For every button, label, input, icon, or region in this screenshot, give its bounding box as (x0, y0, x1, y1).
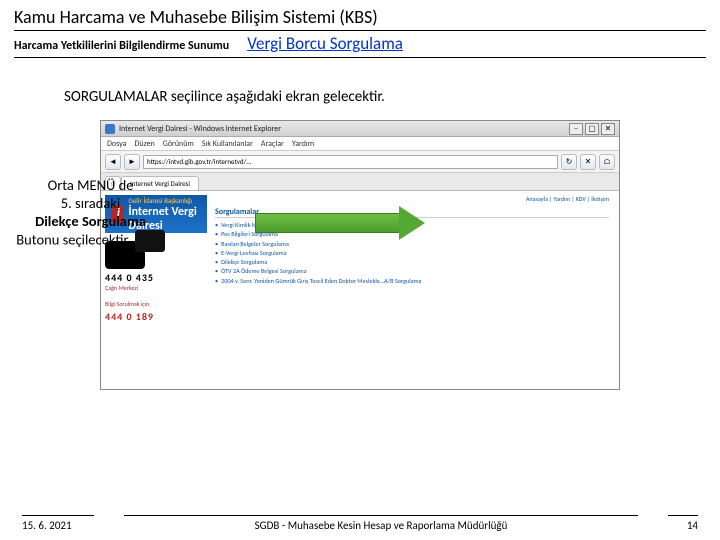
footer-page-number: 14 (668, 515, 698, 532)
footer-org: SGDB - Muhasebe Kesin Hesap ve Raporlama… (124, 515, 638, 532)
phone-caption: Bilgi Sorulmak için (105, 300, 207, 308)
footer-date: 15. 6. 2021 (22, 515, 94, 532)
slide-footer: 15. 6. 2021 SGDB - Muhasebe Kesin Hesap … (0, 515, 720, 532)
query-link-list: •Vergi Kimlik Numarası Sorgulama •Pos Bi… (215, 221, 609, 286)
browser-window: Internet Vergi Dairesi - Windows Interne… (100, 120, 620, 390)
list-item[interactable]: •Pos Bilgileri Sorgulama (215, 230, 609, 239)
forward-button[interactable]: ► (124, 154, 140, 170)
stop-button[interactable]: ✕ (580, 154, 596, 170)
browser-toolbar: ◄ ► https://intvd.gib.gov.tr/internetvd/… (101, 151, 619, 173)
topic-link: Vergi Borcu Sorgulama (247, 33, 403, 54)
home-button[interactable]: ⌂ (599, 154, 615, 170)
top-nav-links[interactable]: Anasayfa | Yardım | KDV | İletişim (215, 195, 609, 205)
menu-item[interactable]: Görünüm (163, 139, 194, 149)
window-title: Internet Vergi Dairesi - Windows Interne… (119, 124, 281, 134)
main-title: Kamu Harcama ve Muhasebe Bilişim Sistemi… (14, 6, 706, 31)
callout-line: 5. sıradaki (0, 194, 193, 212)
screenshot-wrapper: Orta MENÜ de 5. sıradaki Dilekçe Sorgula… (100, 120, 620, 390)
list-item[interactable]: •ÖTV 2A Ödeme Belgesi Sorgulama (215, 267, 609, 276)
menu-item[interactable]: Sık Kullanılanlar (202, 139, 253, 149)
contact-block: Bilgi Sorulmak için 444 0 189 (105, 300, 207, 323)
phone-caption: Çağrı Merkezi (105, 284, 207, 292)
list-item[interactable]: •E-Vergi Levhası Sorgulama (215, 249, 609, 258)
list-item[interactable]: •2004 v. Sonr. Yeniden Gümrük Giriş Tesc… (215, 277, 609, 286)
page-main: Anasayfa | Yardım | KDV | İletişim Sorgu… (211, 191, 619, 389)
intro-text: SORGULAMALAR seçilince aşağıdaki ekran g… (64, 88, 720, 106)
phone-icon (135, 230, 165, 252)
list-item[interactable]: •Dilekçe Sorgulama (215, 258, 609, 267)
list-item[interactable]: •Basılan Belgeler Sorgulama (215, 240, 609, 249)
maximize-button[interactable]: ▢ (585, 123, 599, 135)
callout-line: Orta MENÜ de (0, 176, 193, 194)
section-heading: Sorgulamalar (215, 207, 609, 218)
close-button[interactable]: ✕ (601, 123, 615, 135)
subtitle-row: Harcama Yetkililerini Bilgilendirme Sunu… (14, 31, 706, 58)
back-button[interactable]: ◄ (105, 154, 121, 170)
instruction-callout: Orta MENÜ de 5. sıradaki Dilekçe Sorgula… (0, 176, 193, 252)
phone-number: 444 0 435 (105, 271, 207, 284)
subtitle: Harcama Yetkililerini Bilgilendirme Sunu… (14, 39, 229, 53)
minimize-button[interactable]: – (569, 123, 583, 135)
slide-header: Kamu Harcama ve Muhasebe Bilişim Sistemi… (0, 0, 720, 60)
browser-menubar: Dosya Düzen Görünüm Sık Kullanılanlar Ar… (101, 137, 619, 151)
list-item[interactable]: •Vergi Kimlik Numarası Sorgulama (215, 221, 609, 230)
menu-item[interactable]: Araçlar (261, 139, 284, 149)
menu-item[interactable]: Dosya (107, 139, 126, 149)
window-titlebar: Internet Vergi Dairesi - Windows Interne… (101, 121, 619, 137)
address-bar[interactable]: https://intvd.gib.gov.tr/internetvd/... (143, 155, 558, 169)
refresh-button[interactable]: ↻ (561, 154, 577, 170)
ie-icon (105, 124, 115, 134)
menu-item[interactable]: Düzen (134, 139, 154, 149)
menu-item[interactable]: Yardım (292, 139, 314, 149)
callout-line: Butonu seçilecektir. (0, 230, 193, 252)
callout-line: Dilekçe Sorgulama (0, 212, 193, 230)
phone-number: 444 0 189 (105, 310, 207, 323)
